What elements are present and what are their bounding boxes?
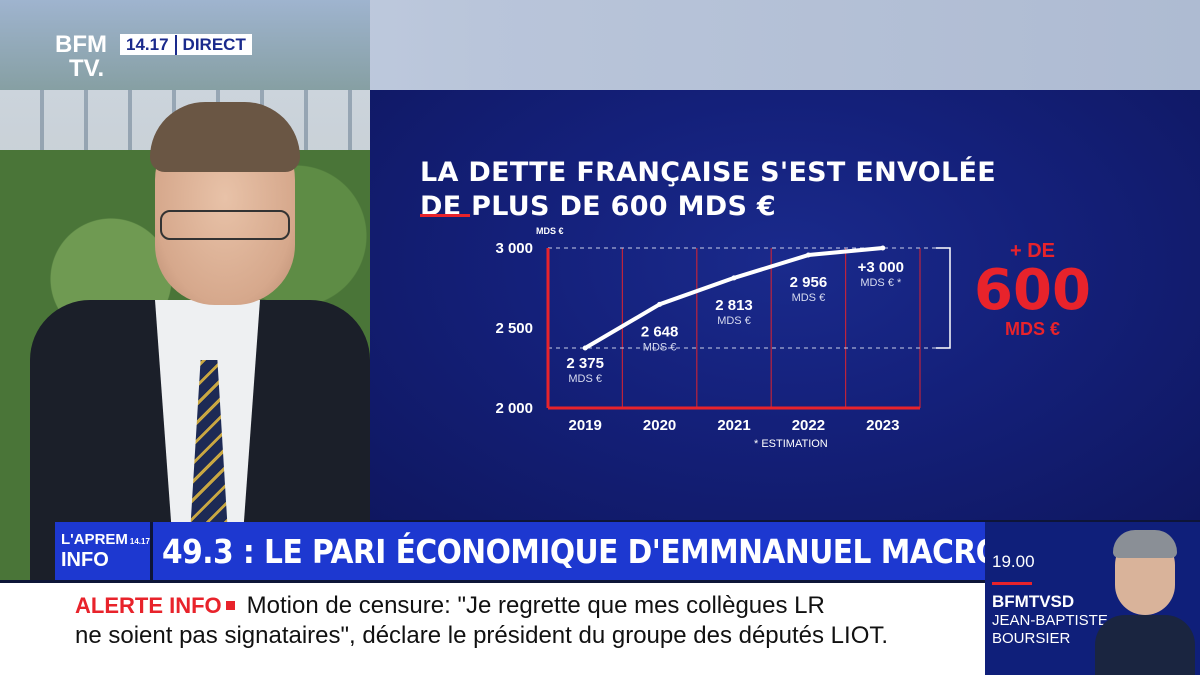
data-label-unit: MDS € [792,292,826,304]
data-label-value: +3 000 [858,259,904,276]
news-ticker: ALERTE INFO Motion de censure: "Je regret… [0,583,985,675]
data-label-value: 2 648 [641,323,679,340]
ticker-line1: ALERTE INFO Motion de censure: "Je regret… [75,591,985,621]
title-underline [420,214,470,217]
debt-line-chart: MDS € 2 000 2 500 3 000 2019 2020 2021 2022 2023… [495,226,951,450]
headline-text: 49.3 : LE PARI ÉCONOMIQUE D'EMMNANUEL MA… [161,531,1025,571]
logo-line2: TV. [69,55,105,82]
x-tick-label: 2023 [866,417,899,434]
callout-value: 600 [974,258,1091,323]
data-label-unit: MDS € [717,315,751,327]
data-label-unit: MDS € * [860,277,902,289]
graphic-title: LA DETTE FRANÇAISE S'EST ENVOLÉE DE PLUS… [420,156,996,224]
show-logo-time: 14.17 [129,537,150,546]
delta-bracket [936,247,951,349]
y-tick-label: 2 000 [495,400,533,417]
debt-point [731,275,737,281]
debt-point [582,345,588,351]
alert-dot-icon [225,601,235,610]
y-tick-label: 3 000 [495,240,533,257]
callout-prefix: + DE [1009,240,1056,262]
x-tick-label: 2021 [717,417,750,434]
x-tick-label: 2019 [569,417,602,434]
up-next-time: 19.00 [992,552,1035,571]
channel-logo: BFM TV. [55,33,107,81]
x-tick-label: 2020 [643,417,676,434]
presenter [10,102,370,580]
alert-label: ALERTE INFO [75,593,222,618]
debt-point [880,245,886,251]
title-line2: DE PLUS DE 600 MDS € [420,191,776,222]
show-logo-line2: INFO [61,549,109,571]
data-label-unit: MDS € [568,373,602,385]
live-time: 14.17 [126,34,169,54]
data-label-value: 2 956 [790,274,828,291]
callout-unit: MDS € [1004,319,1060,339]
live-label: DIRECT [174,34,252,55]
y-tick-label: 2 500 [495,320,533,337]
logo-line1: BFM [55,31,107,58]
show-logo: L'APREM 14.17 INFO [55,522,153,580]
up-next-show: BFMTVSD [992,592,1075,611]
live-badge: 14.17 DIRECT [120,34,252,55]
host-portrait-body [1095,615,1195,675]
show-logo-line1: L'APREM 14.17 [61,532,150,550]
callout: + DE 600 MDS € [965,240,1100,340]
presenter-glasses [160,210,290,240]
debt-point [805,252,811,258]
up-next-divider [992,582,1032,585]
show-logo-name: L'APREM [61,531,128,548]
data-label-unit: MDS € [643,341,677,353]
y-axis-unit: MDS € [536,226,564,236]
studio-background [0,0,370,580]
host-portrait-hair [1113,530,1177,558]
title-line1: LA DETTE FRANÇAISE S'EST ENVOLÉE [420,157,996,188]
headline-bar: L'APREM 14.17 INFO 49.3 : LE PARI ÉCONOMI… [55,522,1025,580]
ticker-text-line1: Motion de censure: "Je regrette que mes … [246,592,825,619]
x-tick-label: 2022 [792,417,825,434]
chart-footnote: * ESTIMATION [754,438,828,450]
ticker-text-line2: ne soient pas signataires", déclare le p… [75,622,889,649]
debt-point [657,301,663,307]
up-next-host-first: JEAN-BAPTISTE [992,612,1108,629]
presenter-hair [150,102,300,172]
host-portrait [1095,530,1195,675]
up-next-host: JEAN-BAPTISTE BOURSIER [992,612,1108,648]
up-next-panel: 19.00 BFMTVSD JEAN-BAPTISTE BOURSIER [985,522,1200,675]
debt-graphic-panel: LA DETTE FRANÇAISE S'EST ENVOLÉE DE PLUS… [370,90,1200,520]
data-label-value: 2 813 [715,297,753,314]
up-next-host-last: BOURSIER [992,630,1071,647]
data-label-value: 2 375 [566,355,604,372]
